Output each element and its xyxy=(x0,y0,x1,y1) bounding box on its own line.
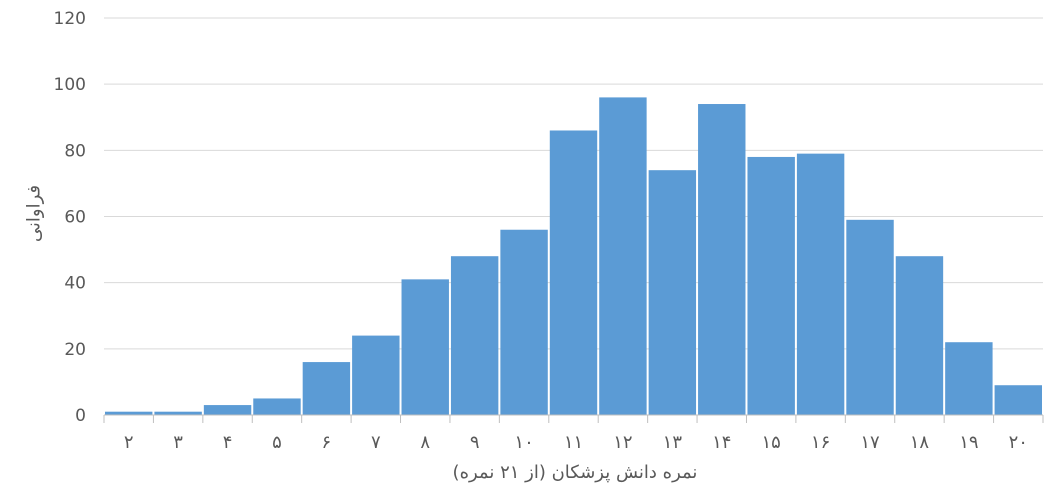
x-tick-label: ۷ xyxy=(371,432,381,453)
y-tick-label: 20 xyxy=(64,340,86,360)
bar-۹ xyxy=(450,256,499,415)
x-tick-label: ۲ xyxy=(124,432,134,453)
bar-۸ xyxy=(401,279,449,415)
y-axis-labels: 0 20 40 60 80 100 120 xyxy=(54,9,86,426)
x-tick-label: ۱۵ xyxy=(762,432,781,453)
x-tick-label: ۱۳ xyxy=(663,432,683,453)
bar-۱۴ xyxy=(698,104,746,416)
bar-۳ xyxy=(154,411,202,415)
x-axis-title: نمره دانش پزشکان (از ۲۱ نمره) xyxy=(452,462,698,483)
y-tick-label: 80 xyxy=(64,141,86,161)
x-tick-label: ۴ xyxy=(223,432,233,453)
x-tick-label: ۱۹ xyxy=(959,432,978,453)
y-tick-label: 100 xyxy=(54,75,86,95)
y-tick-label: 0 xyxy=(75,406,86,426)
x-tick-label: ۵ xyxy=(272,432,282,453)
y-tick-label: 120 xyxy=(54,9,86,29)
bar-۴ xyxy=(203,405,252,415)
x-tick-label: ۱۱ xyxy=(564,432,583,453)
x-tick-label: ۳ xyxy=(173,432,183,453)
bar-۲۰ xyxy=(994,385,1042,415)
x-tick-label: ۶ xyxy=(322,432,332,453)
x-tick-label: ۹ xyxy=(470,432,480,453)
bar-۷ xyxy=(352,335,400,415)
bars xyxy=(105,97,1042,416)
bar-۶ xyxy=(302,362,351,415)
bar-۱۵ xyxy=(747,156,795,415)
bar-۱۷ xyxy=(846,219,894,415)
y-tick-label: 40 xyxy=(64,274,86,294)
bar-۱۹ xyxy=(945,342,993,415)
bar-۱۰ xyxy=(500,229,548,415)
x-tick-label: ۱۴ xyxy=(712,432,731,453)
bar-۱۳ xyxy=(648,170,697,415)
bar-۵ xyxy=(253,398,301,415)
x-tick-label: ۱۶ xyxy=(811,432,830,453)
x-axis: ۲ ۳ ۴ ۵ ۶ ۷ ۸ ۹ ۱۰ ۱۱ ۱۲ ۱۳ ۱۴ ۱۵ ۱۶ ۱۷ ۱۸ ۱۹ ۲۰ xyxy=(103,414,1044,453)
bar-۱۲ xyxy=(599,97,647,416)
y-axis-title: فراوانی xyxy=(23,184,45,243)
bar-۱۸ xyxy=(895,256,944,415)
x-tick-label: ۱۷ xyxy=(860,432,880,453)
y-tick-label: 60 xyxy=(64,208,86,228)
x-tick-label: ۸ xyxy=(420,432,430,453)
x-tick-label: ۲۰ xyxy=(1009,432,1028,453)
bar-۲ xyxy=(105,411,153,415)
bar-۱۱ xyxy=(549,130,598,415)
x-tick-label: ۱۲ xyxy=(613,432,632,453)
x-tick-label: ۱۸ xyxy=(910,432,930,453)
bar-۱۶ xyxy=(796,153,845,415)
x-tick-label: ۱۰ xyxy=(514,432,533,453)
